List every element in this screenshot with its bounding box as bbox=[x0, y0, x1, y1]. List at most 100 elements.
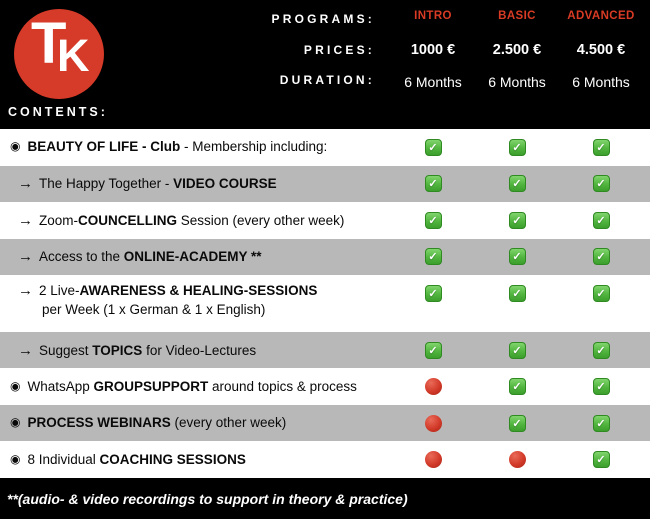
logo-letter-t: T bbox=[31, 11, 67, 76]
included-check-icon: ✓ bbox=[508, 138, 526, 156]
included-check-icon: ✓ bbox=[508, 175, 526, 193]
feature-cell: ✓ bbox=[475, 378, 559, 396]
table-row: ◉ BEAUTY OF LIFE - Club - Membership incl… bbox=[0, 129, 650, 166]
row-label: → Access to the ONLINE-ACADEMY ** bbox=[18, 248, 262, 266]
included-check-icon: ✓ bbox=[508, 284, 526, 302]
table-footer: **(audio- & video recordings to support … bbox=[0, 478, 650, 519]
prices-label: PRICES: bbox=[303, 43, 375, 57]
duration-advanced: 6 Months bbox=[572, 74, 630, 90]
row-label: → The Happy Together - VIDEO COURSE bbox=[18, 175, 277, 193]
logo-letter-k: K bbox=[57, 30, 90, 81]
feature-cell: ✓ bbox=[391, 138, 475, 156]
included-check-icon: ✓ bbox=[508, 211, 526, 229]
duration-label: DURATION: bbox=[279, 73, 375, 87]
durations-row: 6 Months 6 Months 6 Months bbox=[391, 74, 643, 90]
bullseye-icon: ◉ bbox=[10, 451, 21, 466]
duration-intro: 6 Months bbox=[404, 74, 462, 90]
bullseye-icon: ◉ bbox=[10, 415, 21, 430]
included-check-icon: ✓ bbox=[424, 341, 442, 359]
table-row: → 2 Live-AWARENESS & HEALING-SESSIONS per … bbox=[0, 275, 650, 332]
included-check-icon: ✓ bbox=[424, 211, 442, 229]
row-label: ◉ BEAUTY OF LIFE - Club - Membership incl… bbox=[10, 139, 328, 155]
not-included-dot-icon bbox=[424, 414, 442, 432]
feature-cell: ✓ bbox=[391, 284, 475, 302]
table-row: → Access to the ONLINE-ACADEMY ** ✓ ✓ ✓ bbox=[0, 238, 650, 276]
not-included-dot-icon bbox=[508, 451, 526, 469]
feature-cell: ✓ bbox=[475, 341, 559, 359]
program-names-row: INTRO BASIC ADVANCED bbox=[391, 10, 643, 22]
included-check-icon: ✓ bbox=[508, 414, 526, 432]
prices-row: 1000 € 2.500 € 4.500 € bbox=[391, 42, 643, 58]
feature-cell bbox=[391, 451, 475, 469]
program-name-advanced: ADVANCED bbox=[567, 10, 635, 22]
contents-label: CONTENTS: bbox=[8, 105, 108, 119]
included-check-icon: ✓ bbox=[592, 414, 610, 432]
feature-cell: ✓ bbox=[391, 248, 475, 266]
arrow-icon: → bbox=[18, 282, 33, 300]
included-check-icon: ✓ bbox=[592, 211, 610, 229]
feature-cell: ✓ bbox=[559, 378, 643, 396]
feature-cell: ✓ bbox=[391, 341, 475, 359]
table-row: ◉ 8 Individual COACHING SESSIONS ✓ bbox=[0, 441, 650, 478]
feature-cell: ✓ bbox=[391, 175, 475, 193]
row-label: → Suggest TOPICS for Video-Lectures bbox=[18, 341, 257, 359]
program-name-basic: BASIC bbox=[498, 10, 536, 22]
not-included-dot-icon bbox=[424, 378, 442, 396]
feature-cell bbox=[475, 451, 559, 469]
table-row: → The Happy Together - VIDEO COURSE ✓ ✓ ✓ bbox=[0, 165, 650, 203]
table-row: → Suggest TOPICS for Video-Lectures ✓ ✓ ✓ bbox=[0, 331, 650, 369]
row-label: ◉ PROCESS WEBINARS (every other week) bbox=[10, 415, 287, 431]
program-name-intro: INTRO bbox=[414, 10, 452, 22]
feature-cell: ✓ bbox=[475, 175, 559, 193]
arrow-icon: → bbox=[18, 248, 33, 266]
included-check-icon: ✓ bbox=[508, 248, 526, 266]
included-check-icon: ✓ bbox=[592, 378, 610, 396]
included-check-icon: ✓ bbox=[592, 175, 610, 193]
programs-label: PROGRAMS: bbox=[271, 12, 375, 26]
feature-cell: ✓ bbox=[475, 284, 559, 302]
arrow-icon: → bbox=[18, 341, 33, 359]
not-included-dot-icon bbox=[424, 451, 442, 469]
feature-cell bbox=[391, 414, 475, 432]
arrow-icon: → bbox=[18, 211, 33, 229]
price-basic: 2.500 € bbox=[492, 42, 542, 58]
table-header: T K PROGRAMS: PRICES: DURATION: INTRO BA… bbox=[0, 0, 650, 129]
included-check-icon: ✓ bbox=[592, 248, 610, 266]
duration-basic: 6 Months bbox=[488, 74, 546, 90]
bullseye-icon: ◉ bbox=[10, 139, 21, 154]
included-check-icon: ✓ bbox=[592, 284, 610, 302]
row-label: ◉ WhatsApp GROUPSUPPORT around topics & p… bbox=[10, 378, 357, 394]
price-advanced: 4.500 € bbox=[576, 42, 626, 58]
feature-cell bbox=[391, 378, 475, 396]
included-check-icon: ✓ bbox=[424, 138, 442, 156]
bullseye-icon: ◉ bbox=[10, 378, 21, 393]
feature-cell: ✓ bbox=[391, 211, 475, 229]
included-check-icon: ✓ bbox=[508, 378, 526, 396]
row-label: → 2 Live-AWARENESS & HEALING-SESSIONS per … bbox=[18, 282, 318, 318]
row-label: → Zoom-COUNCELLING Session (every other w… bbox=[18, 211, 345, 229]
feature-cell: ✓ bbox=[559, 284, 643, 302]
feature-cell: ✓ bbox=[559, 138, 643, 156]
feature-cell: ✓ bbox=[559, 341, 643, 359]
included-check-icon: ✓ bbox=[508, 341, 526, 359]
feature-cell: ✓ bbox=[559, 211, 643, 229]
table-row: ◉ WhatsApp GROUPSUPPORT around topics & p… bbox=[0, 368, 650, 405]
included-check-icon: ✓ bbox=[592, 138, 610, 156]
feature-cell: ✓ bbox=[475, 414, 559, 432]
feature-cell: ✓ bbox=[475, 248, 559, 266]
included-check-icon: ✓ bbox=[424, 284, 442, 302]
feature-rows: ◉ BEAUTY OF LIFE - Club - Membership incl… bbox=[0, 129, 650, 478]
included-check-icon: ✓ bbox=[424, 248, 442, 266]
included-check-icon: ✓ bbox=[592, 451, 610, 469]
feature-cell: ✓ bbox=[475, 211, 559, 229]
footnote-text: **(audio- & video recordings to support … bbox=[7, 490, 408, 507]
table-row: → Zoom-COUNCELLING Session (every other w… bbox=[0, 202, 650, 239]
arrow-icon: → bbox=[18, 175, 33, 193]
feature-cell: ✓ bbox=[559, 175, 643, 193]
included-check-icon: ✓ bbox=[592, 341, 610, 359]
price-intro: 1000 € bbox=[410, 42, 456, 58]
tk-logo: T K bbox=[14, 9, 104, 99]
feature-cell: ✓ bbox=[559, 451, 643, 469]
feature-cell: ✓ bbox=[475, 138, 559, 156]
